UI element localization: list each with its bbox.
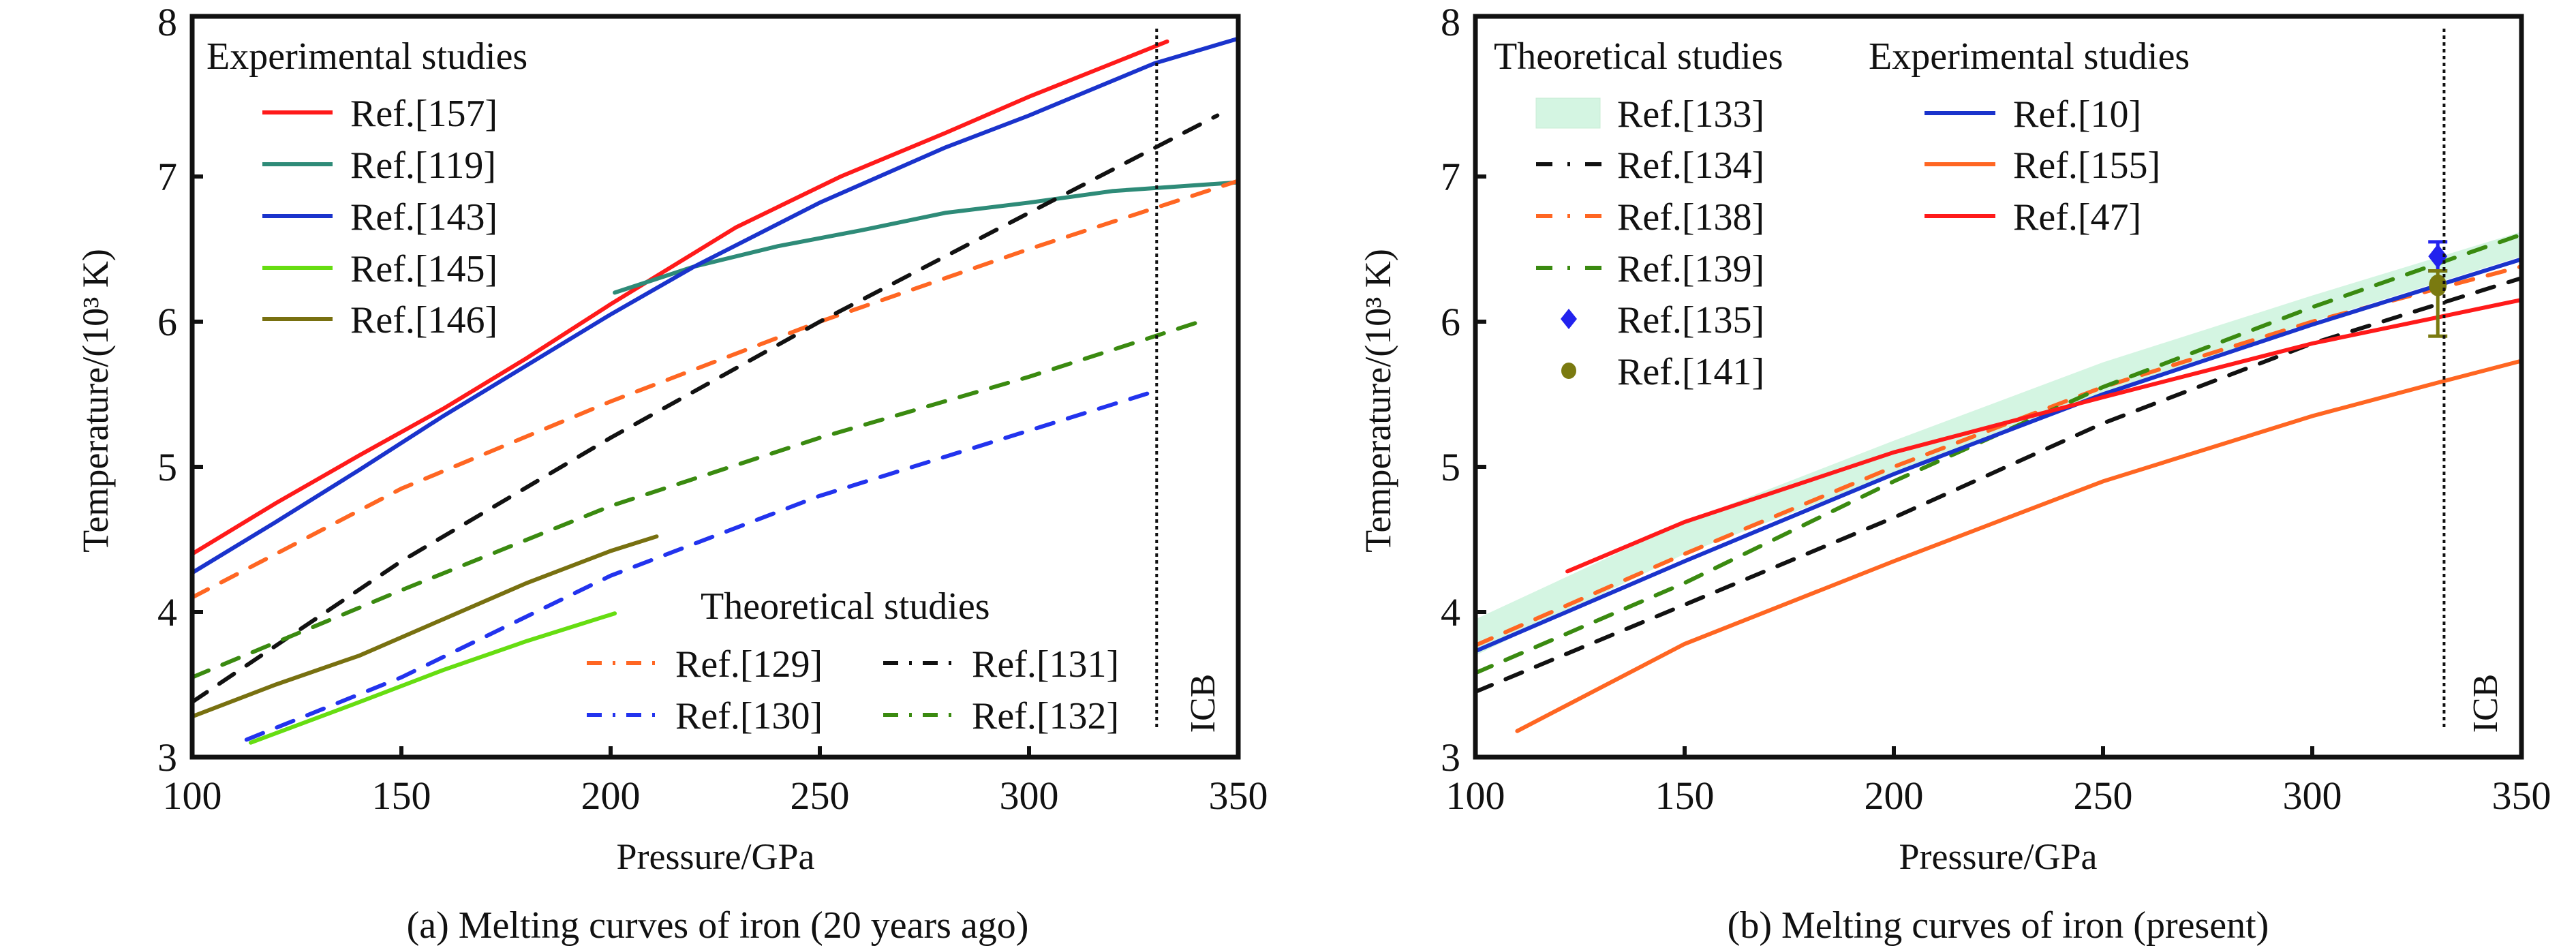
- legend-label-Ref.[133]: Ref.[133]: [1617, 93, 1764, 136]
- plot-area-b: 3 4 5 6 7 8 100 150 200 250 300 350 Ref.[133] Ref.[13…: [1441, 0, 2551, 818]
- legend-title-theoretical-a: Theoretical studies: [701, 585, 990, 628]
- y-tick-label: 7: [1441, 155, 1460, 199]
- plot-area-a: 3 4 5 6 7 8 100 150 200 250 300 350 Ref.[157] Ref.[11…: [157, 0, 1268, 818]
- legend-label-Ref.[138]: Ref.[138]: [1617, 196, 1764, 239]
- axes-frame-a: [189, 14, 1241, 760]
- legend-label-Ref.[146]: Ref.[146]: [350, 299, 497, 341]
- series-line-Ref.[129]: [190, 179, 1240, 600]
- x-tick-label: 300: [2283, 773, 2342, 818]
- legend-label-Ref.[157]: Ref.[157]: [350, 93, 497, 135]
- x-tick-label: 250: [2074, 773, 2133, 818]
- y-tick-label: 3: [1441, 735, 1460, 780]
- y-tick-label: 7: [157, 155, 177, 199]
- band-Ref.[133]: [1475, 231, 2521, 656]
- series-line-Ref.[134]: [1473, 276, 2524, 694]
- caption-a: (a) Melting curves of iron (20 years ago…: [407, 904, 1029, 947]
- y-tick-label: 8: [1441, 0, 1460, 44]
- legend-label-Ref.[47]: Ref.[47]: [2013, 196, 2141, 239]
- y-tick-label: 5: [1441, 445, 1460, 489]
- x-tick-label: 250: [791, 773, 850, 818]
- x-tick-label: 200: [581, 773, 641, 818]
- legend-label-Ref.[131]: Ref.[131]: [972, 643, 1119, 686]
- legend-label-Ref.[155]: Ref.[155]: [2013, 144, 2160, 187]
- series-line-Ref.[146]: [190, 534, 659, 719]
- series-line-Ref.[119]: [613, 180, 1240, 295]
- x-tick-label: 300: [1000, 773, 1059, 818]
- series-line-Ref.[155]: [1515, 358, 2524, 733]
- y-tick-label: 6: [157, 300, 177, 344]
- legend-label-Ref.[130]: Ref.[130]: [675, 695, 823, 737]
- series-line-Ref.[131]: [190, 113, 1220, 705]
- legend-label-Ref.[119]: Ref.[119]: [350, 144, 496, 187]
- legend-label-Ref.[129]: Ref.[129]: [675, 643, 823, 686]
- series-line-Ref.[132]: [190, 316, 1211, 679]
- y-axis-title-a: Temperature/(10³ K): [75, 249, 116, 553]
- legend-label-Ref.[134]: Ref.[134]: [1617, 144, 1764, 187]
- legend-title-experimental-a: Experimental studies: [206, 35, 527, 78]
- caption-b: (b) Melting curves of iron (present): [1728, 904, 2269, 947]
- legend-swatch-Ref.[135]: [1561, 309, 1577, 329]
- y-tick-label: 6: [1441, 300, 1460, 344]
- series-line-Ref.[143]: [190, 36, 1240, 575]
- x-tick-label: 200: [1865, 773, 1924, 818]
- series-line-Ref.[145]: [249, 611, 617, 745]
- x-tick-label: 100: [1446, 773, 1505, 818]
- legend-swatch-Ref.[141]: [1561, 363, 1576, 379]
- y-tick-label: 4: [1441, 590, 1460, 634]
- legend-label-Ref.[143]: Ref.[143]: [350, 196, 497, 239]
- icb-label-a: ICB: [1184, 674, 1223, 733]
- legend-title-theoretical-b: Theoretical studies: [1494, 35, 1783, 78]
- y-tick-label: 4: [157, 590, 177, 634]
- x-axis-title-a: Pressure/GPa: [617, 836, 815, 877]
- x-tick-label: 150: [372, 773, 431, 818]
- legend-title-experimental-b: Experimental studies: [1869, 35, 2190, 78]
- legend-label-Ref.[139]: Ref.[139]: [1617, 248, 1764, 290]
- legend-swatch-Ref.[133]: [1535, 97, 1601, 129]
- plot-marks: 3 4 5 6 7 8 100 150 200 250 300 350 Ref.[157] Ref.[11…: [157, 0, 2551, 818]
- legend-label-Ref.[145]: Ref.[145]: [350, 248, 497, 290]
- legend-label-Ref.[141]: Ref.[141]: [1617, 351, 1764, 393]
- panel-b: Pressure/GPa Temperature/(10³ K) (b) Mel…: [1358, 35, 2505, 947]
- series-line-Ref.[130]: [244, 389, 1157, 742]
- y-axis-title-b: Temperature/(10³ K): [1358, 249, 1398, 553]
- x-tick-label: 350: [1209, 773, 1268, 818]
- point-marker-Ref.[135]: [2428, 244, 2448, 269]
- y-tick-label: 8: [157, 0, 177, 44]
- x-tick-label: 350: [2492, 773, 2551, 818]
- icb-label-b: ICB: [2466, 674, 2505, 733]
- series-line-Ref.[157]: [190, 39, 1169, 556]
- y-tick-label: 3: [157, 735, 177, 780]
- x-axis-title-b: Pressure/GPa: [1899, 836, 2098, 877]
- x-tick-label: 100: [163, 773, 222, 818]
- legend-label-Ref.[132]: Ref.[132]: [972, 695, 1119, 737]
- legend-label-Ref.[135]: Ref.[135]: [1617, 299, 1764, 341]
- axes-frame-b: [1473, 14, 2524, 760]
- x-tick-label: 150: [1655, 773, 1715, 818]
- y-tick-label: 5: [157, 445, 177, 489]
- panel-a: Pressure/GPa Temperature/(10³ K) (a) Mel…: [75, 35, 1223, 947]
- legend-label-Ref.[10]: Ref.[10]: [2013, 93, 2141, 136]
- series-line-Ref.[10]: [1473, 257, 2524, 654]
- point-marker-Ref.[141]: [2429, 274, 2447, 296]
- series-line-Ref.[47]: [1565, 298, 2524, 574]
